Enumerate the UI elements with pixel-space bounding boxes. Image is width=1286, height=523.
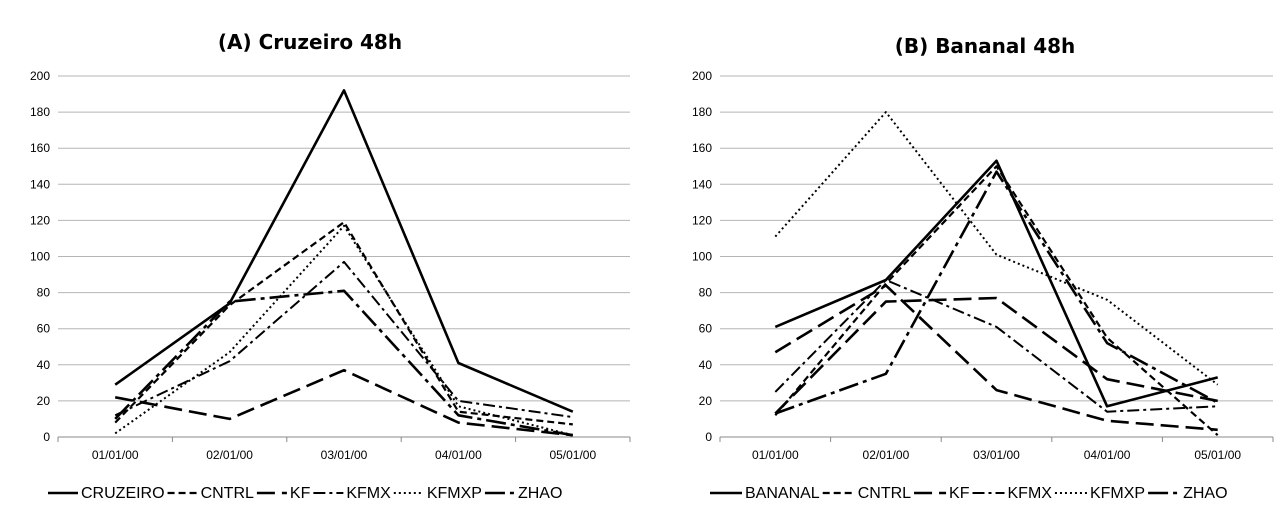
legend-label: KFMX	[1008, 485, 1053, 502]
y-tick-label: 200	[692, 69, 712, 83]
x-tick-label: 05/01/00	[549, 448, 596, 462]
y-tick-label: 20	[699, 394, 713, 408]
x-tick-label: 04/01/00	[435, 448, 482, 462]
series-line-kf-alt	[774, 296, 1218, 415]
y-tick-label: 160	[30, 141, 50, 155]
legend-label: ZHAO	[518, 485, 562, 502]
legend-label: CRUZEIRO	[81, 485, 165, 502]
chart-title: (A) Cruzeiro 48h	[218, 30, 402, 54]
x-tick-label: 01/01/00	[92, 448, 139, 462]
y-tick-label: 20	[37, 394, 51, 408]
series-line-cruzeiro	[114, 89, 574, 413]
chart-title: (B) Bananal 48h	[895, 34, 1076, 58]
y-tick-label: 180	[692, 105, 712, 119]
y-tick-label: 40	[699, 358, 713, 372]
legend: BANANAL CNTRL KF KFMX KFMXP ZHAO	[710, 485, 1228, 502]
chart-panel-a: (A) Cruzeiro 48h 0 20 40 60 80 100 120 140 160 180…	[30, 30, 631, 502]
legend-label: BANANAL	[745, 485, 820, 502]
y-tick-label: 100	[30, 250, 50, 264]
series-line-kfmx	[114, 260, 573, 419]
x-tick-label: 02/01/00	[206, 448, 253, 462]
y-tick-label: 140	[692, 177, 712, 191]
series-line-kfmxp	[114, 224, 574, 437]
y-tick-label: 120	[692, 213, 712, 227]
y-tick-label: 0	[705, 430, 712, 444]
y-tick-label: 80	[37, 286, 51, 300]
series-line-cntrl	[774, 165, 1219, 437]
x-tick-label: 03/01/00	[321, 448, 368, 462]
legend-label: KF	[949, 485, 970, 502]
y-tick-label: 200	[30, 69, 50, 83]
x-tick-label: 01/01/00	[752, 448, 799, 462]
x-tick-label: 03/01/00	[973, 448, 1020, 462]
legend-label: CNTRL	[201, 485, 254, 502]
series-line-kfmxp	[774, 111, 1219, 386]
y-tick-label: 60	[37, 322, 51, 336]
y-tick-label: 40	[37, 358, 51, 372]
y-tick-label: 120	[30, 213, 50, 227]
legend-label: ZHAO	[1183, 485, 1227, 502]
y-tick-label: 100	[692, 250, 712, 264]
series-line-zhao	[114, 289, 574, 437]
x-tick-label: 05/01/00	[1194, 448, 1241, 462]
legend: CRUZEIRO CNTRL KF KFMX KFMXP ZHAO	[48, 485, 562, 502]
legend-label: KFMXP	[1090, 485, 1145, 502]
y-tick-label: 180	[30, 105, 50, 119]
series-line-zhao	[774, 170, 1219, 415]
series-line-kfmx	[774, 279, 1218, 413]
x-tick-label: 04/01/00	[1084, 448, 1131, 462]
x-tick-label: 02/01/00	[863, 448, 910, 462]
series-line-kf	[774, 284, 1218, 432]
legend-label: KF	[290, 485, 311, 502]
legend-label: KFMX	[346, 485, 391, 502]
y-tick-label: 160	[692, 141, 712, 155]
y-tick-label: 140	[30, 177, 50, 191]
series-line-kf	[114, 368, 573, 437]
legend-label: KFMXP	[427, 485, 482, 502]
series-line-cntrl	[114, 221, 573, 426]
legend-label: CNTRL	[858, 485, 911, 502]
y-tick-label: 60	[699, 322, 713, 336]
y-tick-label: 0	[43, 430, 50, 444]
series-line-bananal	[774, 159, 1219, 408]
chart-panel-b: (B) Bananal 48h 0 20 40 60 80 100 120 140 160 180 2…	[692, 34, 1274, 502]
y-tick-label: 80	[699, 286, 713, 300]
